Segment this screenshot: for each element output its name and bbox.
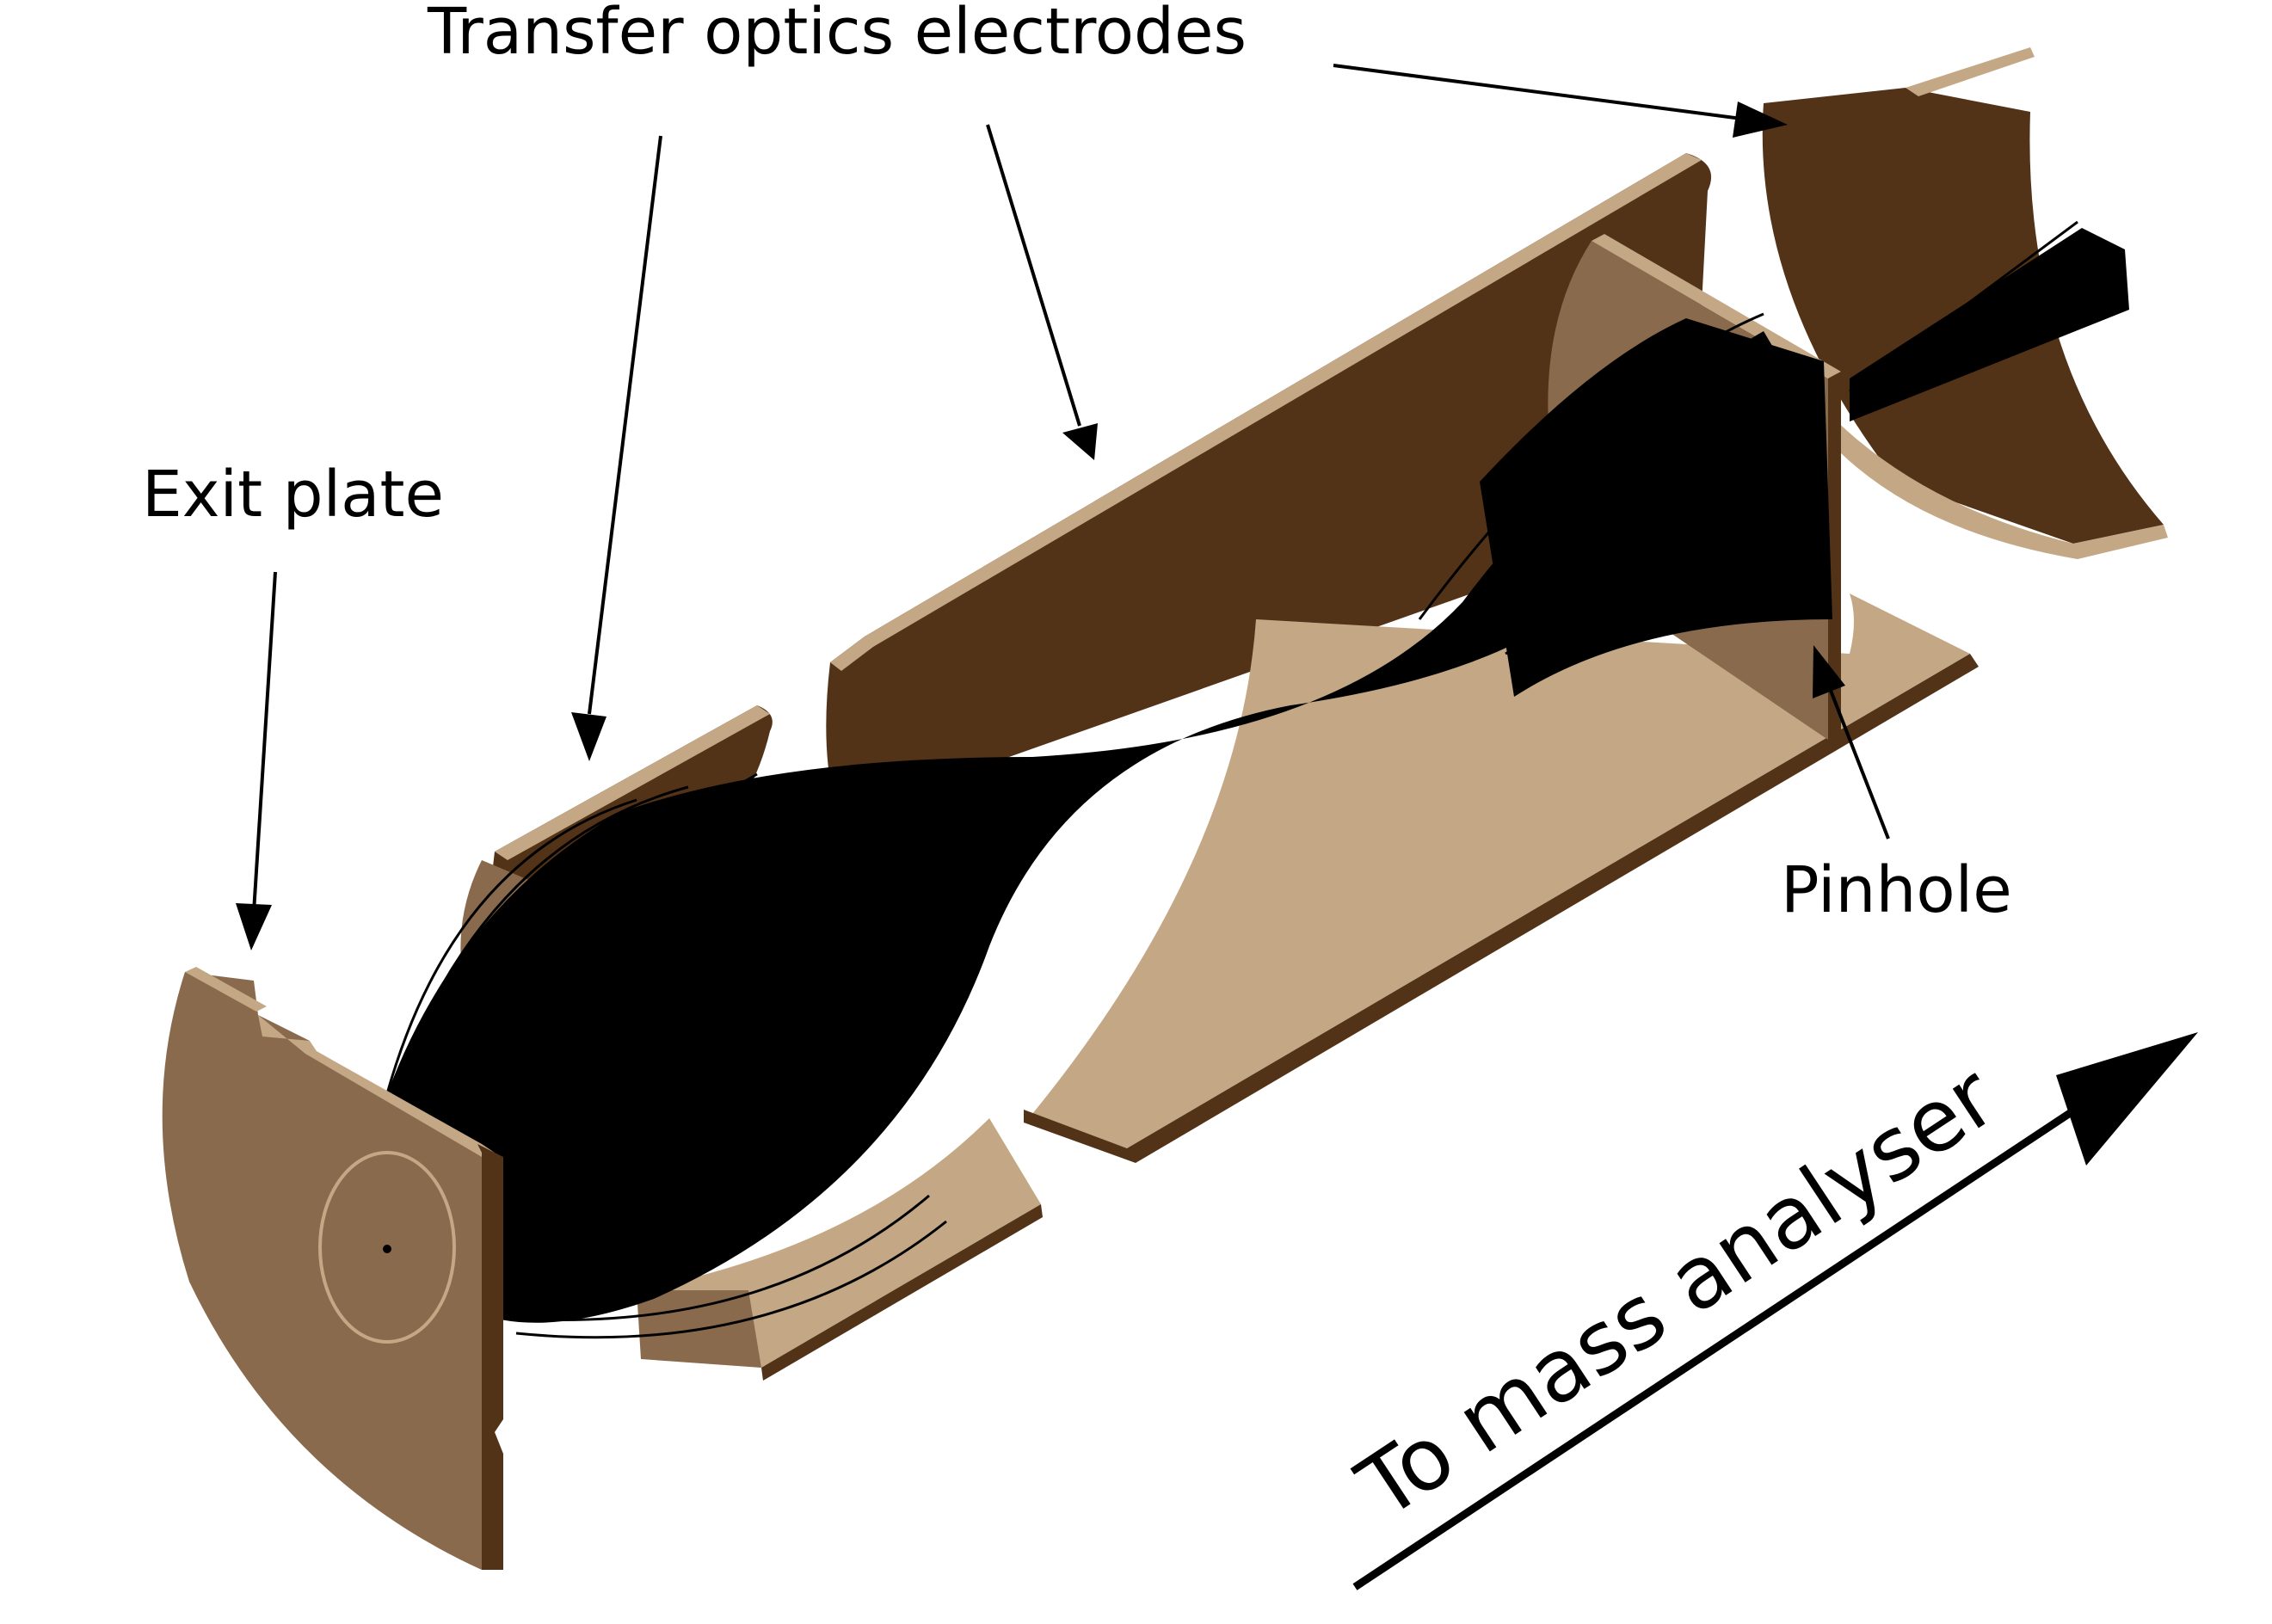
arrowhead bbox=[1733, 102, 1788, 138]
ion-trajectory bbox=[403, 772, 758, 1119]
exit-plate-face bbox=[162, 972, 490, 1570]
annotation-arrows bbox=[252, 64, 1890, 913]
ion-trajectory bbox=[481, 1194, 930, 1321]
annotation-arrowheads bbox=[236, 102, 1845, 950]
short-upper-electrode-top-edge bbox=[495, 705, 770, 860]
to-mass-analyser-label: To mass analyser bbox=[1340, 1046, 2014, 1539]
exit-plate bbox=[162, 967, 503, 1570]
ion-trajectory bbox=[390, 785, 689, 1098]
long-upper-electrode-top-edge bbox=[830, 153, 1702, 671]
pointer-arrow-line bbox=[1333, 64, 1756, 122]
exit-plate-top-edge bbox=[185, 967, 267, 1012]
pinhole-plate-side bbox=[1828, 372, 1841, 740]
exit-plate-aperture-ring bbox=[318, 1151, 456, 1344]
exit-plate-label: Exit plate bbox=[142, 458, 444, 532]
exit-plate-rim bbox=[258, 1015, 495, 1157]
ion-beam-upper-spread bbox=[1480, 318, 1832, 697]
arrowhead bbox=[1062, 423, 1098, 460]
ion-trajectory bbox=[381, 798, 637, 1110]
ion-beam-bundle bbox=[379, 331, 1807, 1323]
exit-plate-side bbox=[477, 1144, 503, 1570]
long-lower-electrode-face bbox=[1032, 594, 1970, 1148]
long-lower-electrode bbox=[1024, 594, 1979, 1163]
long-upper-electrode-wall bbox=[826, 153, 1712, 817]
arrowhead bbox=[236, 903, 272, 950]
ion-trajectory bbox=[1853, 265, 2126, 406]
arrowhead bbox=[571, 712, 606, 761]
rear-electrode-lower-face bbox=[1794, 378, 2168, 559]
ion-trajectory bbox=[1418, 312, 1764, 620]
ion-beam-exit-plume bbox=[1850, 228, 2129, 421]
exit-plate-aperture bbox=[383, 1245, 391, 1253]
short-lower-electrode-rim bbox=[761, 1204, 1043, 1381]
mass-analyser-direction-arrow bbox=[1352, 1032, 2198, 1590]
ion-trajectory bbox=[1849, 220, 2078, 393]
direction-arrowhead bbox=[2056, 1032, 2198, 1166]
ion-trajectory bbox=[1461, 428, 1807, 638]
rear-electrode-outer-face bbox=[1906, 47, 2035, 96]
arrowhead bbox=[1813, 645, 1845, 698]
ion-trajectory bbox=[1505, 579, 1807, 655]
pointer-arrow-line bbox=[252, 571, 277, 913]
pointer-arrow-line bbox=[588, 135, 662, 715]
long-upper-electrode bbox=[826, 153, 1712, 817]
pointer-arrow-line bbox=[986, 124, 1081, 427]
pinhole-label: Pinhole bbox=[1781, 853, 2012, 927]
ion-beam bbox=[379, 220, 2129, 1339]
transfer-optics-label: Transfer optics electrodes bbox=[427, 0, 1247, 69]
pinhole-plate-top-edge bbox=[1592, 234, 1841, 378]
direction-arrow-line bbox=[1352, 1076, 2123, 1590]
pointer-arrow-line bbox=[1826, 683, 1890, 840]
ion-trajectory bbox=[515, 1220, 947, 1339]
